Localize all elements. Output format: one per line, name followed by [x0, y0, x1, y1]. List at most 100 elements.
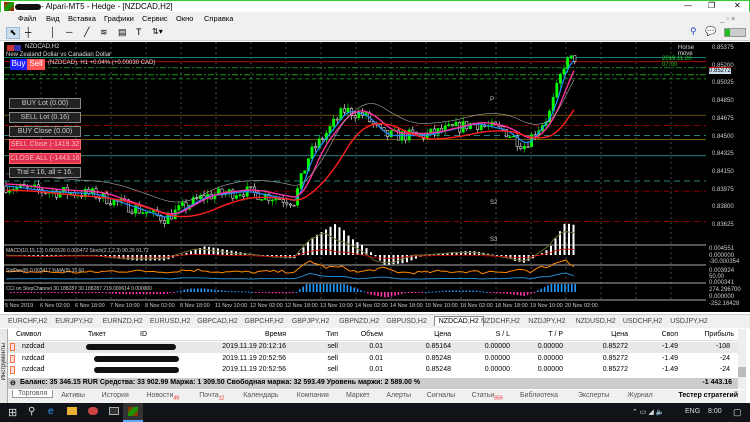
bottom-tab[interactable]: Алерты — [386, 392, 411, 399]
bottom-tab[interactable]: Календарь — [243, 392, 278, 399]
column-header[interactable]: Тикет — [88, 331, 106, 338]
terminal-icon[interactable] — [109, 407, 119, 415]
column-header[interactable]: Цена — [434, 331, 451, 338]
table-row[interactable]: nzdcad 2019.11.19 20:12:16 sell 0.01 0.85164… — [8, 342, 746, 353]
trendline-icon[interactable]: ╱ — [84, 27, 90, 37]
symbol-tab[interactable]: GBPJPY,H2 — [291, 318, 330, 325]
notifications-icon[interactable]: ▢ — [733, 407, 742, 417]
menu-tools[interactable]: Сервис — [142, 14, 168, 23]
menu-charts[interactable]: Графики — [104, 14, 134, 23]
bottom-tab[interactable]: История — [102, 392, 129, 399]
column-header[interactable]: Время — [264, 331, 286, 338]
menu-view[interactable]: Вид — [46, 14, 60, 23]
menu-insert[interactable]: Вставка — [68, 14, 96, 23]
cell: 0.00000 — [537, 366, 563, 373]
menu-file[interactable]: Файл — [18, 14, 37, 23]
symbol-tab[interactable]: EURCHF,H2 — [8, 318, 48, 325]
candle — [98, 197, 102, 200]
cci-bar — [299, 289, 301, 292]
buy-lot-button[interactable]: BUY Lot (0.00) — [9, 98, 81, 109]
collapse-icon[interactable]: ⊖ — [10, 380, 16, 387]
bottom-tab[interactable]: Почта12 — [199, 392, 224, 401]
column-header[interactable]: Прибыль — [704, 331, 734, 338]
symbol-tab[interactable]: USDJPY,H2 — [670, 318, 708, 325]
symbol-tab[interactable]: NZDJPY,H2 — [528, 318, 566, 325]
sell-lot-button[interactable]: SELL Lot (0.16) — [9, 112, 81, 123]
column-header[interactable]: S / L — [495, 331, 510, 338]
table-row[interactable]: nzdcad 2019.11.19 20:52:56 sell 0.01 0.85248… — [8, 365, 746, 376]
sell-close-button[interactable]: SELL Close (-1419.32 — [9, 139, 81, 150]
column-header[interactable]: Своп — [661, 331, 678, 338]
bottom-tab[interactable]: Новости49 — [146, 392, 179, 401]
edge-icon[interactable]: e — [48, 406, 54, 417]
restore-button[interactable]: ❐ — [708, 1, 716, 10]
bottom-tab[interactable]: Журнал — [627, 392, 653, 399]
price-chart[interactable]: NZDCAD,H2 New Zealand Dollar vs Canadian… — [4, 42, 706, 312]
bottom-tab[interactable]: Библиотека — [520, 392, 558, 399]
toolbox-side-label[interactable]: Инструменты — [1, 343, 7, 381]
cci-bar — [275, 292, 277, 294]
windows-start-icon[interactable]: ⊞ — [8, 407, 18, 419]
table-row[interactable]: nzdcad 2019.11.19 20:52:56 sell 0.01 0.85248… — [8, 353, 746, 365]
language-indicator[interactable]: ENG — [685, 408, 701, 415]
menu-help[interactable]: Справка — [204, 14, 234, 23]
symbol-tab[interactable]: GBPNZD,H2 — [339, 318, 380, 325]
symbol-tab[interactable]: USDCHF,H2 — [622, 318, 663, 325]
buy-close-button[interactable]: BUY Close (0.00) — [9, 126, 81, 137]
symbol-tab[interactable]: EURUSD,H2 — [149, 318, 191, 325]
symbol-tab[interactable]: EURJPY,H2 — [55, 318, 93, 325]
fibonacci-icon[interactable]: ≋ — [100, 27, 108, 37]
bottom-tab[interactable]: Маркет — [346, 392, 370, 399]
price-axis[interactable]: 0.85375 0.85200 0.85025 0.84850 0.84675 0.845… — [706, 42, 750, 312]
search-taskbar-icon[interactable]: ⚲ — [28, 406, 36, 417]
column-header[interactable]: Символ — [16, 331, 42, 338]
system-tray-icons[interactable]: ⌃ ▭ ◢ 🔈 — [632, 409, 665, 416]
column-header[interactable]: Объем — [360, 331, 383, 338]
macd-bar — [545, 250, 548, 255]
bottom-tab[interactable]: Торговля — [12, 390, 54, 398]
text-icon[interactable]: T — [136, 27, 142, 37]
close-all-button[interactable]: CLOSE ALL (-1443.16 — [9, 153, 81, 164]
symbol-tab[interactable]: GBPCHF,H2 — [244, 318, 284, 325]
horizontal-line-icon[interactable]: ─ — [66, 27, 73, 37]
cci-bar — [513, 292, 515, 295]
column-header[interactable]: ID — [140, 331, 147, 338]
mt5-taskbar-icon[interactable] — [123, 403, 143, 422]
symbol-tab[interactable]: NZDCHF,H2 — [481, 318, 520, 325]
close-button[interactable]: ✕ — [734, 1, 741, 10]
vertical-line-icon[interactable]: │ — [50, 27, 56, 37]
macd-bar — [307, 241, 309, 255]
bottom-tab[interactable]: Эксперты — [578, 392, 609, 399]
symbol-tab[interactable]: NZDUSD,H2 — [575, 318, 616, 325]
search-icon[interactable]: ⚲ — [690, 26, 697, 36]
buy-button[interactable]: Buy — [10, 59, 27, 70]
bottom-tab[interactable]: Сигналы — [427, 392, 455, 399]
menu-window[interactable]: Окно — [176, 14, 194, 23]
symbol-tab[interactable]: GBPCAD,H2 — [197, 318, 238, 325]
chat-icon[interactable]: 💬 — [705, 26, 717, 36]
child-window-controls[interactable]: _ ▫ × — [720, 14, 736, 23]
cci-bar — [438, 291, 440, 293]
cursor-tool-icon[interactable]: ⬉ — [6, 27, 20, 39]
explorer-icon[interactable] — [67, 407, 77, 415]
trailing-info-button[interactable]: Tral = 16, all = 16. — [9, 167, 81, 178]
clock[interactable]: 8:00 — [708, 408, 722, 415]
symbol-tab[interactable]: EURNZD,H2 — [102, 318, 143, 325]
table-scrollbar[interactable] — [738, 329, 746, 389]
network-app-icon[interactable] — [88, 407, 98, 415]
symbol-tab[interactable]: NZDCAD,H2 — [433, 316, 484, 326]
bottom-tab[interactable]: Компания — [297, 392, 329, 399]
macd-bar — [392, 255, 395, 265]
sell-button[interactable]: Sell — [27, 59, 45, 70]
column-header[interactable]: T / P — [548, 331, 563, 338]
column-header[interactable]: Цена — [611, 331, 628, 338]
symbol-tab[interactable]: GBPUSD,H2 — [386, 318, 427, 325]
column-header[interactable]: Тип — [326, 331, 338, 338]
text-label-icon[interactable]: ▤ — [118, 27, 127, 37]
crosshair-tool-icon[interactable]: ┼ — [25, 27, 32, 37]
bottom-tab[interactable]: Статьи659 — [472, 392, 503, 401]
strategy-tester-tab[interactable]: Тестер стратегий — [678, 392, 739, 399]
minimize-button[interactable]: — — [684, 1, 692, 10]
arrows-dropdown-icon[interactable]: ⇅▾ — [152, 27, 163, 36]
bottom-tab[interactable]: Активы — [61, 392, 85, 399]
